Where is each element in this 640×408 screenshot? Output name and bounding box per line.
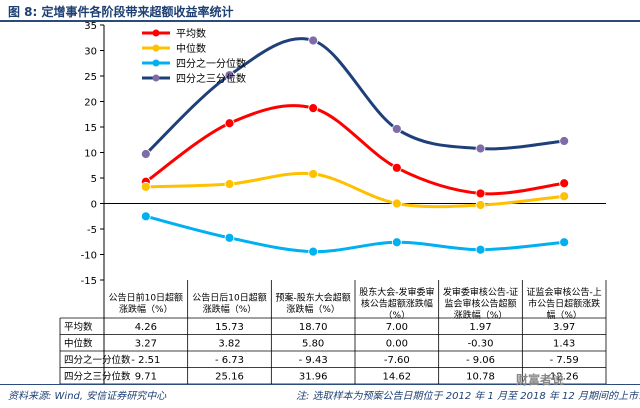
figure-title-bar: 图 8: 定增事件各阶段带来超额收益率统计	[0, 0, 640, 22]
watermark: 财富者说	[516, 373, 565, 387]
data-label: 18.70	[299, 322, 328, 333]
data-label: 14.62	[383, 372, 412, 383]
data-label: 1.97	[469, 322, 491, 333]
data-point	[475, 244, 486, 255]
data-label: 4.26	[135, 322, 157, 333]
category-label: 证监会审核公告-上	[527, 286, 602, 298]
data-label: - 7.59	[550, 355, 579, 366]
legend-label: 平均数	[176, 27, 206, 40]
legend-label: 中位数	[176, 42, 206, 55]
data-point	[559, 191, 570, 202]
data-point	[308, 35, 319, 46]
data-point	[308, 103, 319, 114]
data-point	[140, 181, 151, 192]
footer-divider	[0, 384, 640, 385]
legend-marker	[152, 29, 160, 37]
data-point	[391, 198, 402, 209]
legend-marker	[152, 59, 160, 67]
data-point	[559, 237, 570, 248]
data-point	[308, 246, 319, 257]
data-point	[391, 124, 402, 134]
category-label: 涨跌幅（%）	[286, 303, 340, 315]
y-tick-label: 0	[91, 200, 97, 211]
data-label: 5.80	[302, 339, 324, 350]
category-label: （%）	[384, 310, 411, 321]
data-label: - 9.43	[299, 355, 328, 366]
y-tick-label: -10	[81, 251, 97, 262]
legend-marker	[152, 74, 160, 82]
y-tick-label: -5	[87, 225, 97, 236]
category-label: 公告日后10日超额	[192, 292, 266, 304]
data-label: -7.60	[384, 355, 410, 366]
data-label: 1.43	[553, 339, 575, 350]
data-label: -0.30	[468, 339, 494, 350]
category-label: 发审委审核公告-证	[443, 286, 518, 298]
category-label: 市公告日超额涨跌	[528, 297, 600, 309]
y-tick-label: 10	[84, 149, 97, 160]
y-tick-label: -15	[81, 276, 97, 287]
data-point	[475, 200, 486, 210]
data-label: 3.27	[135, 339, 157, 350]
data-point	[224, 179, 235, 189]
category-label: 涨跌幅（%）	[203, 303, 257, 315]
y-tick-label: 25	[84, 72, 97, 83]
data-source: 资料来源: Wind, 安信证券研究中心	[8, 391, 167, 402]
data-point	[559, 136, 570, 146]
y-tick-label: 15	[84, 123, 97, 134]
row-label: 四分之一分位数	[64, 354, 131, 366]
category-label: 公告日前10日超额	[109, 292, 183, 304]
data-point	[224, 232, 235, 243]
legend-label: 四分之三分位数	[176, 72, 246, 85]
data-label: - 2.51	[131, 355, 160, 366]
figure-title: 图 8: 定增事件各阶段带来超额收益率统计	[8, 5, 234, 19]
data-label: 10.78	[466, 372, 495, 383]
data-point	[224, 70, 235, 81]
data-point	[224, 118, 235, 129]
data-point	[140, 211, 151, 222]
data-label: 15.73	[215, 322, 244, 333]
footnote: 注: 选取样本为预案公告日期位于 2012 年 1 月至 2018 年 12 月…	[296, 391, 640, 402]
series-line-1	[144, 104, 565, 196]
row-label: 中位数	[64, 338, 93, 350]
legend-label: 四分之一分位数	[176, 57, 246, 70]
series-line-3	[145, 214, 565, 254]
row-label: 四分之三分位数	[64, 371, 131, 383]
data-label: - 6.73	[215, 355, 244, 366]
data-point	[308, 169, 319, 179]
category-label: 股东大会-发审委审	[359, 286, 434, 298]
category-label: 预案-股东大会超额	[276, 292, 351, 304]
data-label: - 9.06	[466, 355, 495, 366]
category-label: 幅（%）	[546, 309, 582, 321]
data-label: 25.16	[215, 372, 244, 383]
data-point	[391, 237, 402, 248]
category-label: 核公告超额涨跌幅	[361, 297, 433, 309]
data-point	[475, 188, 486, 199]
y-tick-label: 30	[84, 47, 97, 58]
data-label: 3.82	[218, 339, 240, 350]
data-label: 31.96	[299, 372, 328, 383]
data-label: 7.00	[386, 322, 408, 333]
series-line-2	[145, 171, 565, 209]
data-point	[559, 178, 570, 189]
category-label: 涨跌幅（%）	[454, 309, 508, 321]
data-point	[140, 149, 151, 159]
data-label: 3.97	[553, 322, 575, 333]
category-label: 监会审核公告超额	[444, 297, 516, 309]
data-label: 12.26	[550, 372, 579, 383]
data-label: 0.00	[386, 339, 408, 350]
data-label: 9.71	[135, 372, 157, 383]
legend-marker	[152, 44, 160, 52]
category-label: 涨跌幅（%）	[119, 303, 173, 315]
y-tick-label: 5	[91, 174, 97, 185]
row-label: 平均数	[64, 321, 93, 333]
data-point	[475, 143, 486, 154]
y-tick-label: 20	[84, 98, 97, 109]
y-tick-label: 35	[84, 21, 97, 32]
data-point	[391, 162, 402, 173]
